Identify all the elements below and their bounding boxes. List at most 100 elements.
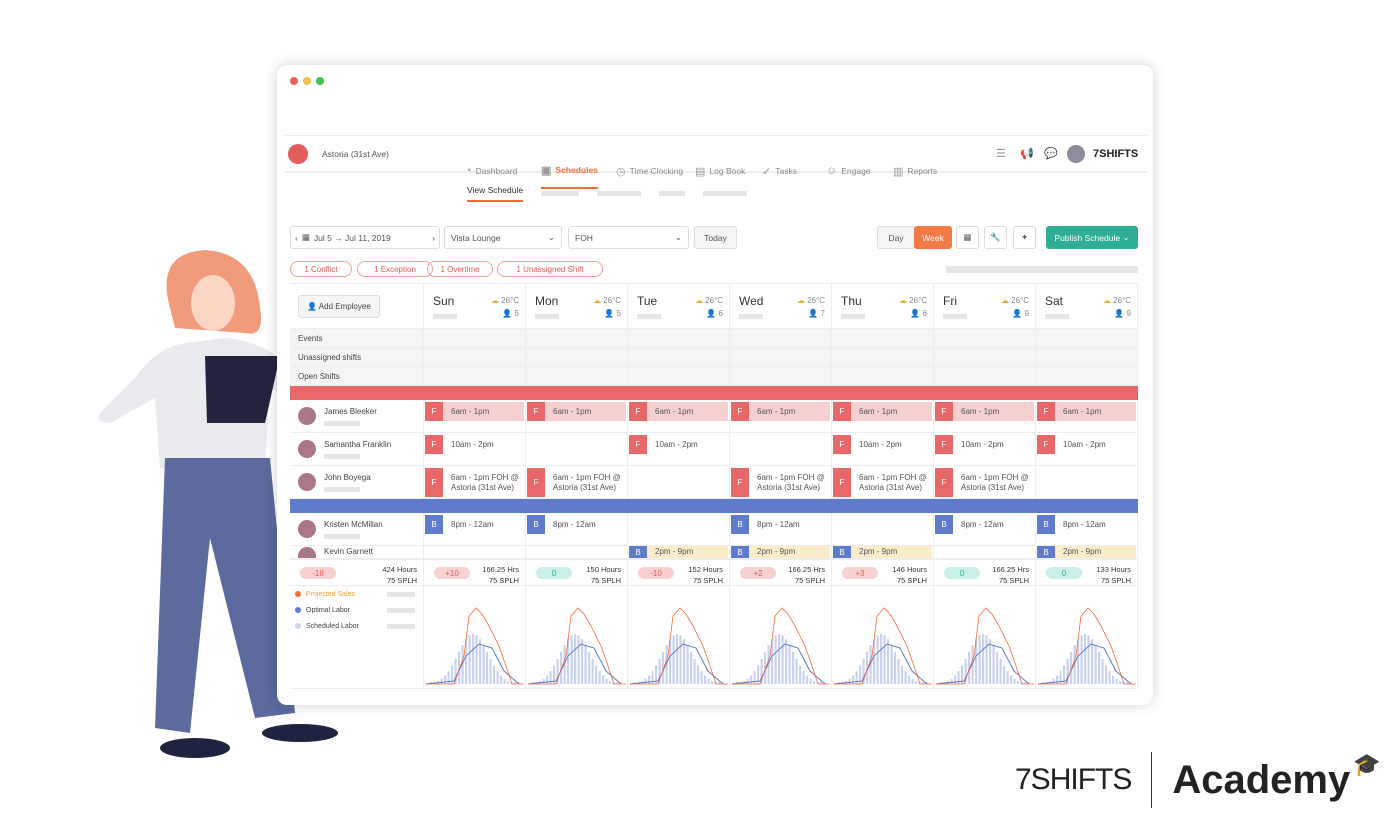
day-header[interactable]: Wed ☁ 26°C 👤 7 [730,284,832,328]
scheduled-labor-bar [440,678,443,684]
wrench-icon[interactable]: 🔧 [984,226,1007,249]
nav-tasks[interactable]: ✓ Tasks [762,165,797,178]
shift-block[interactable]: F 6am - 1pm [833,402,932,421]
menu-icon[interactable]: ☰ [996,148,1006,160]
smile-icon: ☺ [826,165,838,177]
variance-badge: 0 [944,567,980,579]
avatar [298,520,316,538]
shift-block[interactable]: B 8pm - 12am [935,515,1034,534]
nav-schedules[interactable]: ▣ Schedules [541,154,598,189]
scheduled-labor-bar [1108,671,1111,684]
today-button[interactable]: Today [694,226,737,249]
employee-row: Kristen McMillan B 8pm - 12am B 8pm - 12am B 8… [290,513,1138,546]
shift-block[interactable]: B 2pm - 9pm [731,546,830,558]
chat-icon[interactable]: 💬 [1044,148,1058,160]
add-employee-button[interactable]: 👤 Add Employee [298,294,380,318]
shift-block[interactable]: F 10am - 2pm [935,435,1034,454]
shift-block[interactable]: F 6am - 1pm FOH @ Astoria (31st Ave) [731,468,830,497]
shift-block[interactable]: F 6am - 1pm [1037,402,1136,421]
prev-week-button[interactable]: ‹ [295,232,298,243]
shift-block[interactable]: B 8pm - 12am [425,515,524,534]
day-header[interactable]: Thu ☁ 26°C 👤 6 [832,284,934,328]
day-header[interactable]: Sat ☁ 26°C 👤 9 [1036,284,1138,328]
shift-block[interactable]: F 6am - 1pm FOH @ Astoria (31st Ave) [527,468,626,497]
day-header[interactable]: Fri ☁ 26°C 👤 9 [934,284,1036,328]
scheduled-labor-bar [444,675,447,684]
scheduled-labor-bar [489,659,492,684]
avatar[interactable] [1067,144,1085,163]
megaphone-icon[interactable]: 📢 [1020,148,1034,160]
scheduled-labor-bar [950,678,953,684]
employee-name[interactable]: Samantha Franklin [324,440,392,449]
shift-block[interactable]: B 8pm - 12am [527,515,626,534]
shift-block[interactable]: B 8pm - 12am [1037,515,1136,534]
shift-block[interactable]: B 2pm - 9pm [1037,546,1136,558]
shift-block[interactable]: F 10am - 2pm [629,435,728,454]
publish-schedule-button[interactable]: Publish Schedule ⌄ [1046,226,1138,249]
scheduled-labor-bar [1080,635,1083,684]
shift-block[interactable]: F 6am - 1pm [731,402,830,421]
day-header[interactable]: Mon ☁ 26°C 👤 5 [526,284,628,328]
shift-block[interactable]: F 6am - 1pm [527,402,626,421]
employee-name[interactable]: Kristen McMillan [324,520,383,529]
shift-block[interactable]: F 6am - 1pm FOH @ Astoria (31st Ave) [935,468,1034,497]
scheduled-labor-bar [567,639,570,684]
nav-time-clocking[interactable]: ◷ Time Clocking [616,165,684,178]
day-view-button[interactable]: Day [877,226,915,249]
scheduled-labor-bar [774,635,777,684]
alert-pill[interactable]: 1 Exception [357,261,433,277]
next-week-button[interactable]: › [432,232,435,243]
scheduled-labor-bar [595,665,598,684]
shift-block[interactable]: F 10am - 2pm [833,435,932,454]
scheduled-labor-bar [690,651,693,684]
nav-reports[interactable]: ▥ Reports [893,165,938,178]
shift-block[interactable]: F 10am - 2pm [1037,435,1136,454]
day-header[interactable]: Sun ☁ 26°C 👤 5 [424,284,526,328]
close-dot[interactable] [290,77,298,85]
alert-pill[interactable]: 1 Overtime [427,261,493,277]
employee-name[interactable]: James Bleeker [324,407,377,416]
maximize-dot[interactable] [316,77,324,85]
footer-logo: 7SHIFTS Academy 🎓 [1015,752,1381,808]
shift-block[interactable]: F 10am - 2pm [425,435,524,454]
department-select[interactable]: FOH ⌄ [568,226,689,249]
scheduled-labor-bar [915,680,918,684]
nav-engage[interactable]: ☺ Engage [826,165,871,177]
shift-block[interactable]: B 2pm - 9pm [833,546,932,558]
scheduled-labor-bar [697,665,700,684]
alert-pill[interactable]: 1 Unassigned Shift [497,261,603,277]
scheduled-labor-bar [887,639,890,684]
scheduled-labor-bar [792,651,795,684]
labor-chart [425,607,524,685]
shift-block[interactable]: F 6am - 1pm [935,402,1034,421]
shift-block[interactable]: F 6am - 1pm FOH @ Astoria (31st Ave) [833,468,932,497]
variance-badge: 0 [536,567,572,579]
scheduled-labor-bar [563,645,566,684]
magic-wand-icon[interactable]: ✦ [1013,226,1036,249]
shift-block[interactable]: F 6am - 1pm [629,402,728,421]
shift-block[interactable]: B 8pm - 12am [731,515,830,534]
employee-name[interactable]: Kevin Garnett [324,547,373,556]
staff-icon: 👤 [502,309,513,318]
week-view-button[interactable]: Week [914,226,952,249]
minimize-dot[interactable] [303,77,311,85]
date-range-picker[interactable]: ‹ ▦ Jul 5 → Jul 11, 2019 › [290,226,440,249]
shift-block[interactable]: B 2pm - 9pm [629,546,728,558]
day-header[interactable]: Tue ☁ 26°C 👤 6 [628,284,730,328]
location-name[interactable]: Astoria (31st Ave) [322,148,389,159]
scheduled-labor-bar [577,635,580,684]
scheduled-labor-bar [704,675,707,684]
layout-icon[interactable]: ▦ [956,226,979,249]
weather-icon: ☁ [490,296,499,305]
shift-block[interactable]: F 6am - 1pm [425,402,524,421]
location-select[interactable]: Vista Lounge ⌄ [444,226,562,249]
calendar-icon: ▣ [541,164,552,177]
employee-name[interactable]: John Boyega [324,473,371,482]
nav-dashboard[interactable]: ◔ Dashboard [465,165,518,177]
scheduled-labor-bar [908,675,911,684]
shift-block[interactable]: F 6am - 1pm FOH @ Astoria (31st Ave) [425,468,524,497]
nav-log-book[interactable]: ▤ Log Book [695,165,746,178]
alert-pill[interactable]: 1 Conflict [290,261,352,277]
tab-view-schedule[interactable]: View Schedule [467,185,524,202]
scheduled-labor-bar [658,659,661,684]
